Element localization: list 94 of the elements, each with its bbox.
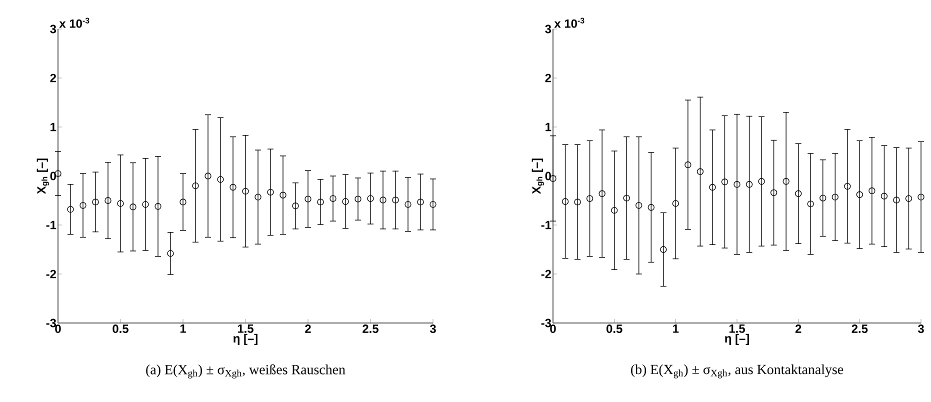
point — [167, 250, 174, 257]
x-axis-title: η [–] — [725, 334, 749, 346]
point — [623, 194, 630, 202]
text: x 10$^{-3}$ — [554, 18, 584, 28]
point — [611, 206, 618, 214]
x-tick-label: 2.5 — [362, 324, 378, 333]
point — [204, 172, 212, 180]
x-tick-label: 1.5 — [238, 324, 254, 333]
x-tick-label: 1 — [180, 324, 186, 333]
point — [672, 200, 680, 207]
point — [832, 194, 838, 200]
point — [104, 197, 112, 204]
y-tick-label: -1 — [541, 220, 552, 230]
point — [217, 176, 224, 183]
point — [154, 203, 162, 210]
x-tick-label: 1 — [673, 324, 679, 333]
point — [267, 188, 274, 196]
x-tick-label: 2.5 — [852, 324, 868, 333]
y-tick-label: 3 — [50, 24, 56, 34]
point — [598, 190, 606, 197]
text: (b) E(X$_{gh}$) ± σ$_{Xgh}$, aus Kontaktanalyse — [631, 364, 844, 378]
point — [782, 178, 790, 185]
point — [404, 201, 412, 208]
text: x 10$^{-3}$ — [59, 18, 90, 28]
point — [905, 195, 912, 202]
y-tick-label: 2 — [50, 74, 56, 82]
point — [807, 200, 814, 208]
x-tick-label: 1.5 — [729, 324, 745, 333]
y-axis-title: X$_{gh}$ [–] — [36, 158, 49, 194]
point — [721, 178, 728, 186]
point — [417, 198, 424, 206]
x-tick-label: 2 — [795, 324, 802, 333]
point — [142, 201, 149, 208]
point — [254, 194, 262, 200]
y-tick-label: 1 — [546, 122, 552, 132]
point — [180, 198, 186, 206]
y-tick-label: -3 — [541, 318, 552, 328]
x-tick-label: 0.5 — [606, 324, 622, 333]
y-tick-label: -2 — [46, 270, 56, 278]
point — [586, 195, 594, 202]
point — [354, 196, 362, 202]
x-axis-title: η [–] — [234, 334, 258, 346]
point — [80, 202, 86, 209]
point — [280, 192, 286, 198]
text: (a) E(X$_{gh}$) ± σ$_{Xgh}$, weißes Rauschen — [146, 364, 346, 378]
y-tick-label: -1 — [46, 220, 56, 230]
point — [820, 194, 826, 202]
point — [648, 204, 654, 211]
point — [192, 182, 199, 190]
point — [304, 196, 312, 202]
point — [242, 188, 249, 195]
x-tick-label: 2 — [305, 324, 311, 333]
point — [292, 202, 299, 210]
point — [856, 191, 864, 198]
point — [92, 198, 99, 206]
x-tick-label: 0.5 — [112, 324, 128, 333]
y-tick-label: 3 — [545, 24, 552, 34]
point — [392, 196, 399, 204]
x-tick-label: 3 — [430, 324, 436, 334]
point — [67, 206, 74, 213]
y-tick-label: -3 — [46, 318, 56, 328]
point — [342, 198, 349, 205]
point — [230, 184, 236, 191]
point — [660, 246, 667, 253]
point — [746, 180, 753, 188]
y-tick-label: -2 — [541, 270, 552, 278]
point — [430, 201, 436, 208]
point — [795, 190, 802, 197]
point — [770, 189, 778, 196]
point — [918, 194, 924, 200]
point — [880, 192, 888, 200]
point — [684, 161, 692, 168]
point — [117, 200, 124, 207]
point — [367, 195, 374, 202]
y-tick-label: 2 — [545, 74, 552, 82]
y-axis-title: X$_{gh}$ [–] — [532, 158, 544, 194]
point — [893, 196, 900, 204]
point — [574, 198, 581, 206]
point — [130, 204, 136, 210]
point — [562, 198, 569, 205]
point — [636, 202, 642, 209]
point — [696, 168, 704, 175]
point — [330, 195, 336, 202]
point — [709, 184, 716, 191]
point — [758, 178, 765, 185]
point — [844, 182, 851, 190]
y-tick-label: 0 — [50, 172, 56, 180]
x-tick-label: 3 — [918, 324, 924, 334]
point — [380, 196, 386, 204]
y-tick-label: 0 — [545, 172, 551, 180]
point — [868, 187, 876, 194]
point — [317, 198, 324, 206]
y-tick-label: 1 — [50, 122, 56, 132]
point — [734, 180, 740, 188]
